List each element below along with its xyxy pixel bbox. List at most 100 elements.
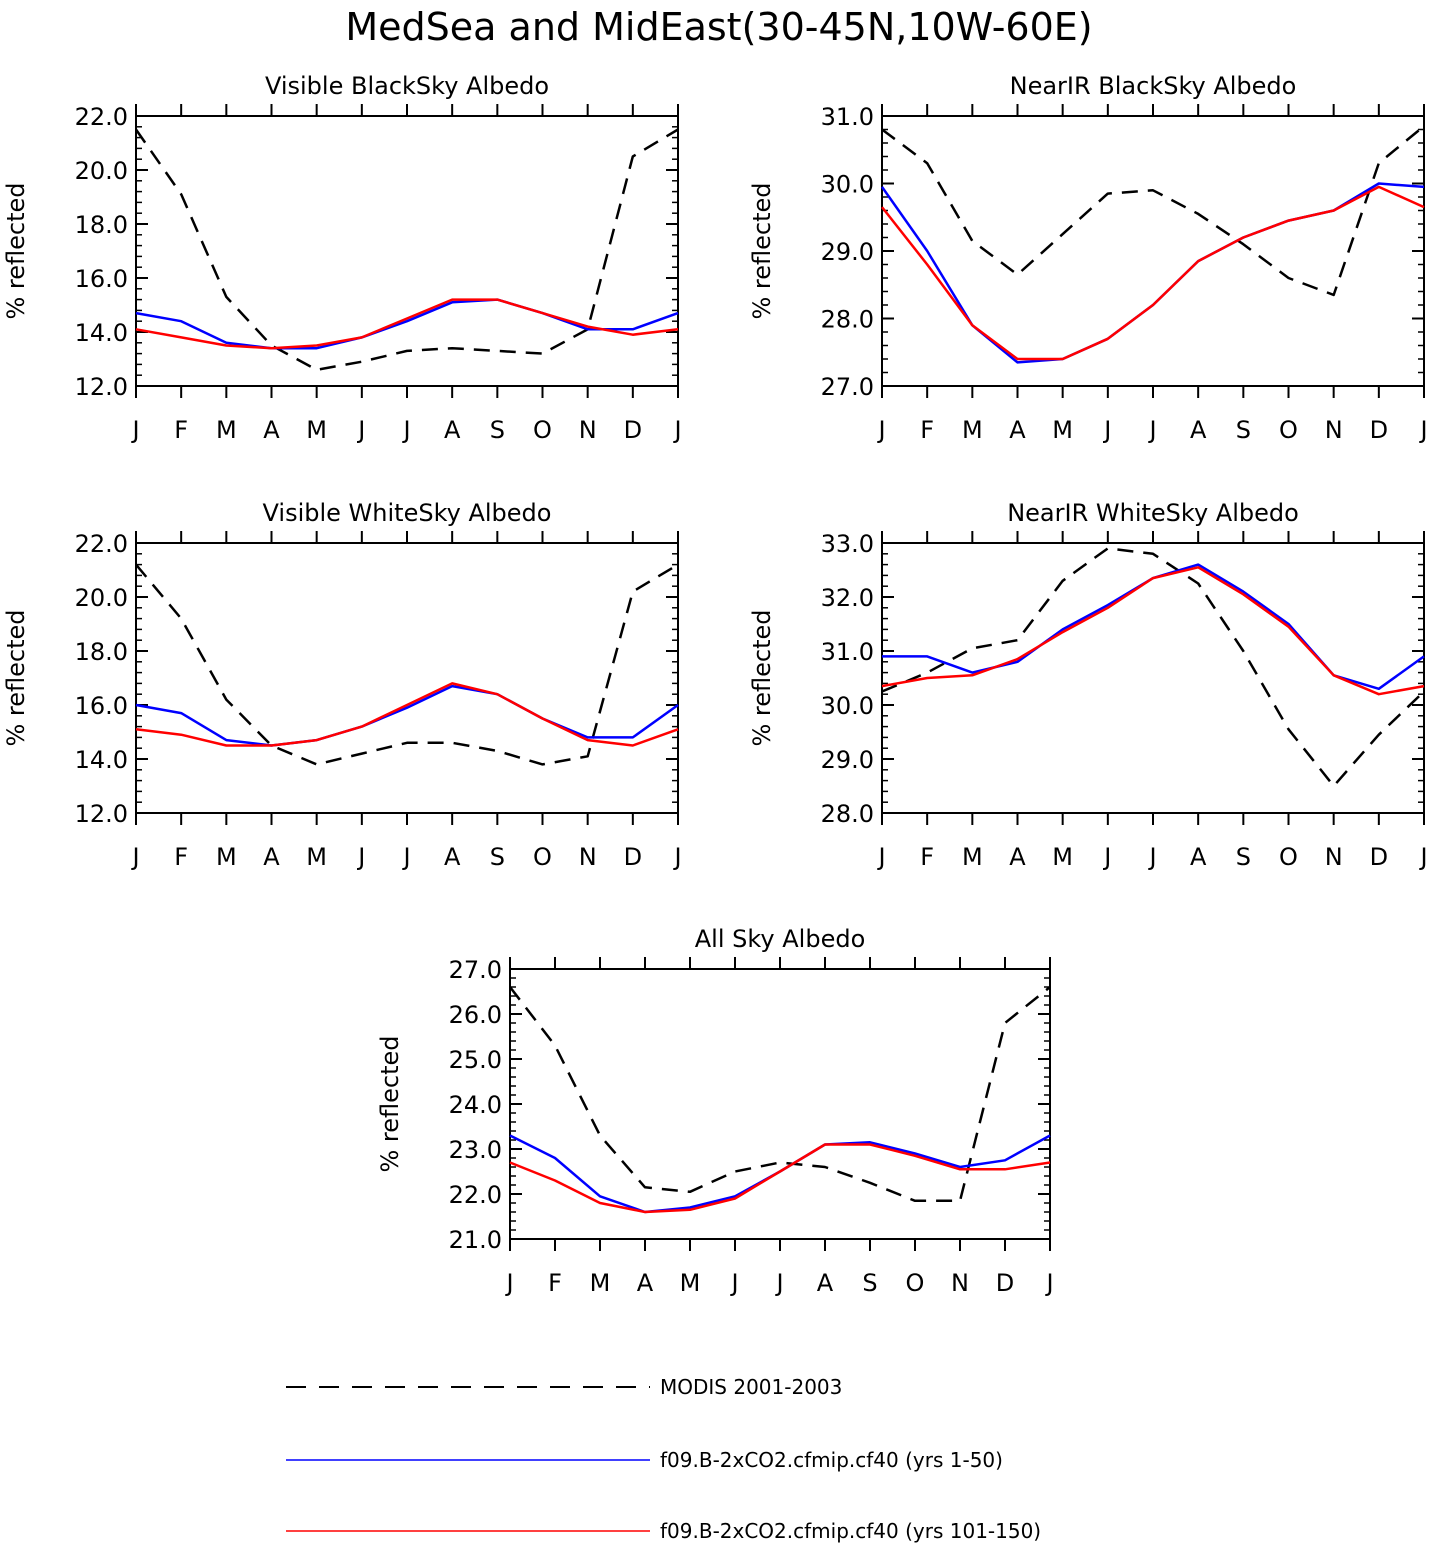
chart-panel-all-sky-albedo: J F M A M J J A S O N D J21.022.023.024.025.026.027.… [376, 925, 1054, 1297]
y-tick-label: 22.0 [75, 530, 128, 558]
x-tick-label: A [263, 416, 280, 444]
x-tick-label: F [174, 416, 188, 444]
x-tick-label: D [1370, 416, 1388, 444]
x-tick-label: F [920, 416, 934, 444]
x-tick-label: F [174, 843, 188, 871]
y-tick-label: 29.0 [821, 238, 874, 266]
legend: MODIS 2001-2003 f09.B-2xCO2.cfmip.cf40 (y… [286, 1375, 1041, 1543]
series-line-modis-2001-2003 [134, 128, 679, 372]
chart-panel-visible-whitesky-albedo: J F M A M J J A S O N D J12.014.016.018.020.022.0Vis… [2, 499, 682, 871]
x-tick-label: O [533, 416, 552, 444]
x-tick-label: J [356, 843, 365, 871]
x-tick-label: A [1190, 843, 1207, 871]
panel-title: NearIR WhiteSky Albedo [1007, 499, 1299, 527]
x-tick-label: N [951, 1269, 969, 1297]
y-tick-label: 25.0 [449, 1046, 502, 1074]
y-tick-label: 27.0 [449, 956, 502, 984]
x-tick-label: J [1418, 416, 1427, 444]
series-line-f09-b-2xco2-cfmip-cf40-yrs-101-150 [135, 682, 679, 747]
figure-title: MedSea and MidEast(30-45N,10W-60E) [345, 5, 1092, 49]
chart-panel-visible-blacksky-albedo: J F M A M J J A S O N D J12.014.016.018.020.022.0Vis… [2, 72, 682, 444]
x-tick-label: J [1147, 843, 1156, 871]
x-tick-label: N [1325, 843, 1343, 871]
y-tick-label: 27.0 [821, 373, 874, 401]
x-tick-label: F [548, 1269, 562, 1297]
x-tick-label: J [1102, 416, 1111, 444]
y-tick-label: 33.0 [821, 530, 874, 558]
x-tick-label: O [906, 1269, 925, 1297]
x-tick-label: J [876, 416, 885, 444]
series-line-modis-2001-2003 [881, 547, 1425, 788]
y-axis-label: % reflected [376, 1035, 404, 1172]
y-tick-label: 20.0 [75, 584, 128, 612]
x-tick-label: J [356, 416, 365, 444]
x-tick-label: M [962, 843, 983, 871]
x-tick-label: J [1418, 843, 1427, 871]
y-axis-label: % reflected [2, 182, 30, 319]
x-tick-label: A [444, 843, 461, 871]
x-tick-label: J [672, 843, 681, 871]
x-tick-label: J [672, 416, 681, 444]
plot-frame [135, 115, 679, 387]
x-tick-label: S [490, 843, 505, 871]
legend-label: f09.B-2xCO2.cfmip.cf40 (yrs 1-50) [660, 1448, 1003, 1472]
y-tick-label: 18.0 [75, 638, 128, 666]
y-tick-label: 14.0 [75, 319, 128, 347]
x-tick-label: J [1102, 843, 1111, 871]
x-tick-label: J [876, 843, 885, 871]
y-tick-label: 26.0 [449, 1001, 502, 1029]
x-tick-label: J [401, 843, 410, 871]
y-tick-label: 20.0 [75, 157, 128, 185]
x-tick-label: O [1279, 843, 1298, 871]
x-tick-label: F [920, 843, 934, 871]
y-tick-label: 12.0 [75, 373, 128, 401]
x-tick-label: O [1279, 416, 1298, 444]
y-axis-label: % reflected [2, 609, 30, 746]
x-tick-label: J [130, 843, 139, 871]
panel-title: Visible WhiteSky Albedo [263, 499, 552, 527]
x-tick-label: M [590, 1269, 611, 1297]
x-tick-label: M [1052, 416, 1073, 444]
panel-title: Visible BlackSky Albedo [265, 72, 549, 100]
x-tick-label: N [579, 843, 597, 871]
y-tick-label: 29.0 [821, 746, 874, 774]
series-line-f09-b-2xco2-cfmip-cf40-yrs-1-50 [135, 684, 679, 747]
chart-panel-nearir-blacksky-albedo: J F M A M J J A S O N D J27.028.029.030.031.0NearIR … [748, 72, 1428, 444]
x-tick-label: A [263, 843, 280, 871]
y-tick-label: 16.0 [75, 265, 128, 293]
y-tick-label: 23.0 [449, 1136, 502, 1164]
y-tick-label: 21.0 [449, 1226, 502, 1254]
x-tick-label: A [1009, 416, 1026, 444]
series-line-f09-b-2xco2-cfmip-cf40-yrs-101-150 [881, 566, 1425, 696]
x-tick-label: D [624, 843, 642, 871]
y-tick-label: 14.0 [75, 746, 128, 774]
x-tick-label: J [1044, 1269, 1053, 1297]
x-tick-label: D [996, 1269, 1014, 1297]
series-line-f09-b-2xco2-cfmip-cf40-yrs-1-50 [880, 182, 1425, 364]
series-line-modis-2001-2003 [135, 563, 679, 766]
legend-label: MODIS 2001-2003 [660, 1375, 842, 1399]
y-axis-label: % reflected [748, 609, 776, 746]
x-tick-label: M [1052, 843, 1073, 871]
x-tick-label: D [1370, 843, 1388, 871]
y-tick-label: 28.0 [821, 800, 874, 828]
x-tick-label: S [862, 1269, 877, 1297]
x-tick-label: J [401, 416, 410, 444]
plot-frame [881, 115, 1425, 387]
x-tick-label: M [306, 416, 327, 444]
legend-label: f09.B-2xCO2.cfmip.cf40 (yrs 101-150) [660, 1519, 1041, 1543]
x-tick-label: A [444, 416, 461, 444]
y-tick-label: 28.0 [821, 306, 874, 334]
y-tick-label: 30.0 [821, 171, 874, 199]
y-axis-label: % reflected [748, 182, 776, 319]
chart-panel-nearir-whitesky-albedo: J F M A M J J A S O N D J28.029.030.031.032.033.0Nea… [748, 499, 1428, 871]
series-line-f09-b-2xco2-cfmip-cf40-yrs-101-150 [509, 1143, 1051, 1214]
series-line-f09-b-2xco2-cfmip-cf40-yrs-1-50 [135, 298, 679, 350]
y-tick-label: 18.0 [75, 211, 128, 239]
x-tick-label: A [1190, 416, 1207, 444]
series-line-modis-2001-2003 [881, 125, 1425, 297]
panel-title: NearIR BlackSky Albedo [1010, 72, 1297, 100]
x-tick-label: M [216, 416, 237, 444]
y-tick-label: 12.0 [75, 800, 128, 828]
